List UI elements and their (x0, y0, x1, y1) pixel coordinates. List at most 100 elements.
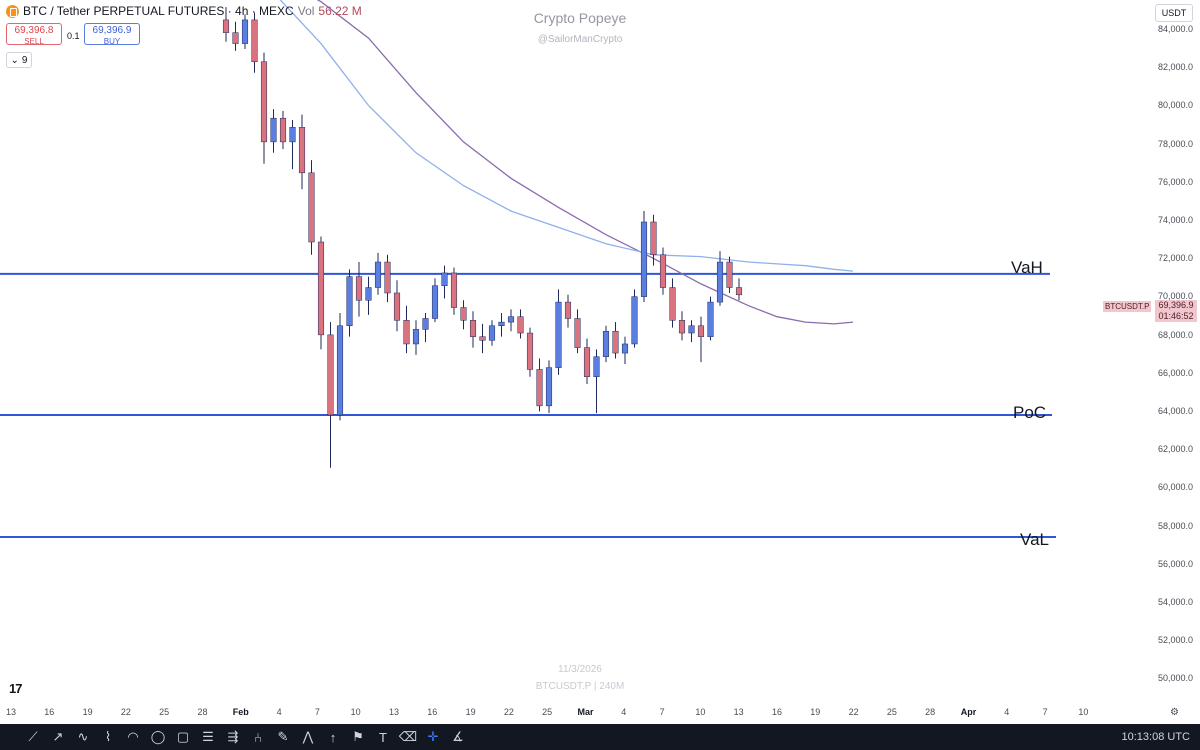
buy-label: BUY (103, 37, 121, 46)
level-label-vah: VaH (1011, 258, 1043, 277)
watermark-title: Crypto Popeye (533, 10, 627, 26)
sell-button[interactable]: 69,396.8 SELL (6, 23, 62, 46)
candle-body (403, 320, 410, 345)
price-axis-label: 76,000.0 (1158, 176, 1194, 187)
buy-button[interactable]: 69,396.9 BUY (84, 23, 140, 46)
candle-body (507, 316, 515, 323)
settings-gear-icon[interactable]: ⚙ (1170, 707, 1179, 718)
candle-body (640, 221, 648, 297)
candle-body (526, 332, 534, 370)
time-axis-label: 22 (848, 707, 859, 717)
last-price: 69,396.9 (1158, 300, 1194, 310)
time-axis-label: 10 (695, 707, 706, 717)
text-tool-icon[interactable]: T (379, 729, 387, 745)
path-tool-icon[interactable]: ∿ (77, 729, 89, 744)
price-axis-label: 60,000.0 (1158, 482, 1194, 493)
price-axis-label: 50,000.0 (1158, 673, 1194, 684)
rectangle-tool-icon[interactable]: ▢ (176, 729, 190, 744)
candle-body (260, 61, 268, 143)
candle-body (669, 287, 676, 321)
sell-price: 69,396.8 (14, 25, 54, 36)
time-axis-label: 22 (503, 707, 514, 717)
price-axis-label: 58,000.0 (1158, 520, 1194, 531)
time-axis-label: 13 (5, 707, 17, 717)
candle-body (289, 127, 296, 143)
time-axis-label: 7 (1042, 707, 1048, 717)
time-axis-label: 16 (771, 707, 783, 717)
pitchfork-tool-icon[interactable]: ⑃ (254, 729, 262, 745)
utc-clock[interactable]: 10:13:08 UTC (1121, 731, 1190, 743)
candle-body (602, 330, 610, 357)
brush-tool-icon[interactable]: ✎ (277, 729, 289, 744)
pattern-tool-icon[interactable]: ⋀ (302, 729, 314, 744)
time-axis-label: 25 (542, 707, 553, 717)
time-axis-label: 19 (82, 707, 93, 717)
symbol-title[interactable]: BTC / Tether PERPETUAL FUTURES · 4h · ME… (23, 4, 294, 18)
price-axis-label: 80,000.0 (1158, 100, 1194, 111)
time-axis-label: 4 (1004, 707, 1010, 717)
time-axis-label: 19 (810, 707, 821, 717)
time-axis-label: 10 (1078, 707, 1089, 717)
candle-body (707, 301, 714, 337)
price-axis-label: 72,000.0 (1158, 253, 1194, 264)
fib-tool-icon[interactable]: ☰ (202, 729, 214, 744)
sell-label: SELL (24, 37, 44, 46)
time-axis-label: 25 (159, 707, 170, 717)
candle-body (460, 307, 467, 321)
level-label-poc: PoC (1013, 403, 1047, 422)
channel-tool-icon[interactable]: ⇶ (227, 729, 239, 744)
candle-body (583, 347, 591, 377)
curve-tool-icon[interactable]: ◠ (127, 729, 139, 744)
drawing-toolbar: ⟋ ↗ ∿ ⌇ ◠ ◯ ▢ ☰ ⇶ ⑃ ✎ ⋀ ↑ ⚑ T ⌫ ✛ ∡ (0, 724, 480, 750)
candle-body (431, 285, 439, 319)
candle-body (612, 330, 619, 354)
bar-countdown: 01:46:52 (1158, 311, 1194, 321)
time-axis-label: 16 (44, 707, 55, 717)
circle-tool-icon[interactable]: ◯ (150, 729, 166, 744)
candle-body (498, 321, 505, 327)
arrow-up-tool-icon[interactable]: ↑ (329, 729, 337, 745)
ray-tool-icon[interactable]: ↗ (52, 729, 64, 744)
bitcoin-icon (6, 4, 19, 18)
candle-body (412, 329, 420, 345)
time-axis-label: 19 (465, 707, 476, 717)
price-axis-label: 54,000.0 (1158, 597, 1194, 607)
crosshair-tool-icon[interactable]: ✛ (427, 729, 439, 744)
eraser-tool-icon[interactable]: ⌫ (398, 729, 418, 744)
candle-body (574, 318, 581, 348)
candle-body (593, 356, 600, 377)
trend-line-tool-icon[interactable]: ⟋ (28, 729, 38, 744)
candle-body (365, 287, 372, 301)
symbol-header: BTC / Tether PERPETUAL FUTURES · 4h · ME… (6, 4, 362, 18)
buy-price: 69,396.9 (92, 25, 132, 36)
candle-body (317, 241, 325, 336)
indicators-toggle[interactable]: ⌄ 9 (6, 52, 32, 68)
candle-body (517, 316, 524, 334)
watermark-subtitle: @SailorManCrypto (537, 34, 623, 45)
flag-tool-icon[interactable]: ⚑ (352, 729, 364, 744)
price-axis-label: 82,000.0 (1158, 62, 1194, 73)
measure-tool-icon[interactable]: ∡ (452, 729, 464, 744)
candle-body (308, 172, 315, 243)
candle-body (678, 320, 686, 334)
time-axis-label: 25 (886, 707, 897, 717)
price-axis-label: 66,000.0 (1158, 367, 1194, 378)
candle-body (222, 19, 230, 33)
tradingview-logo[interactable]: 17 (9, 681, 23, 696)
symbol-price-tag: BTCUSDT.P (1103, 301, 1152, 312)
candle-body (536, 369, 543, 407)
time-axis-label: 13 (388, 707, 400, 717)
candle-body (336, 325, 344, 416)
time-axis-label: 7 (314, 707, 320, 717)
candle-body (279, 117, 287, 143)
candle-body (270, 117, 277, 143)
vol-value: 56.22 M (318, 4, 362, 18)
candle-body (688, 325, 695, 334)
time-axis-label: 4 (276, 707, 282, 717)
currency-selector[interactable]: USDT (1155, 4, 1193, 22)
candle-body (327, 334, 334, 416)
polyline-tool-icon[interactable]: ⌇ (104, 729, 112, 744)
watermark-date: 11/3/2026 (558, 664, 602, 675)
